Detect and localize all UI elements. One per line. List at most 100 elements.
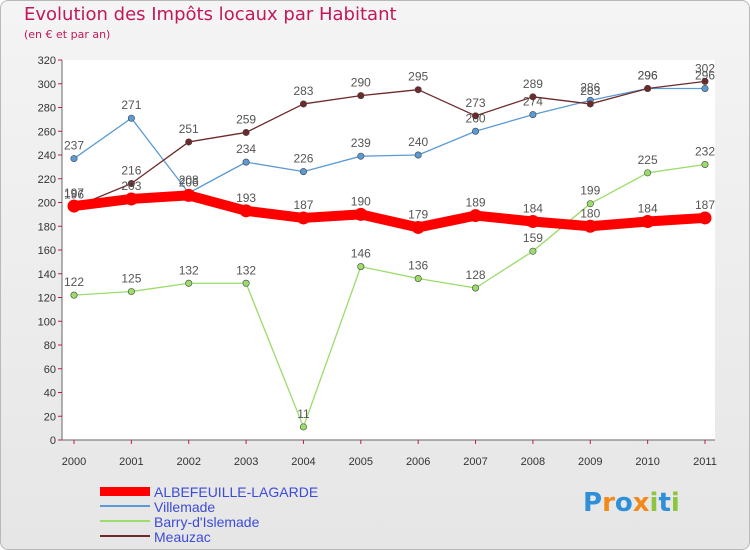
chart-title: Evolution des Impôts locaux par Habitant	[24, 4, 397, 25]
data-point	[185, 279, 193, 287]
y-tick-label: 200	[38, 198, 56, 210]
data-label: 184	[638, 202, 658, 216]
data-point	[644, 85, 652, 93]
data-label: 286	[580, 80, 600, 94]
data-label: 196	[64, 187, 84, 201]
data-point	[411, 220, 425, 234]
data-point	[242, 279, 250, 287]
data-label: 132	[236, 263, 256, 277]
data-point	[296, 211, 310, 225]
y-tick-label: 180	[38, 221, 56, 233]
legend-label: Meauzac	[154, 529, 211, 545]
chart-subtitle: (en € et par an)	[24, 28, 111, 41]
legend-label: Barry-d'Islemade	[154, 514, 260, 530]
data-point	[70, 155, 78, 163]
data-point	[239, 204, 253, 218]
x-tick-label: 2004	[291, 456, 315, 468]
data-label: 184	[523, 202, 543, 216]
y-tick-label: 280	[38, 103, 56, 115]
data-label: 190	[351, 194, 371, 208]
x-tick-label: 2000	[62, 456, 86, 468]
data-label: 197	[64, 186, 84, 200]
data-label: 273	[466, 96, 486, 110]
data-point	[354, 207, 368, 221]
data-point	[127, 288, 135, 296]
data-point	[472, 127, 480, 135]
data-point	[472, 284, 480, 292]
y-tick-label: 100	[38, 316, 56, 328]
series-3: 122 125 132 132 11 146 136 128 159 199 225 232	[64, 145, 715, 431]
data-label: 128	[466, 268, 486, 282]
y-tick-label: 140	[38, 269, 56, 281]
data-point	[299, 100, 307, 108]
series-2: 237271208234226239240260274286296296	[64, 69, 715, 197]
data-point	[701, 161, 709, 169]
y-tick-label: 320	[38, 55, 56, 67]
data-point	[469, 209, 483, 223]
data-point	[357, 263, 365, 271]
data-label: 271	[121, 98, 141, 112]
data-label: 146	[351, 247, 371, 261]
data-label: 296	[638, 69, 658, 83]
data-point	[67, 199, 81, 213]
data-label: 199	[580, 184, 600, 198]
series-line	[73, 80, 706, 208]
series-line	[69, 190, 710, 233]
logo-letter: x	[632, 488, 650, 518]
series-line	[73, 87, 706, 194]
y-tick-label: 40	[44, 388, 56, 400]
data-label: 259	[236, 112, 256, 126]
data-point	[414, 274, 422, 282]
data-point	[529, 247, 537, 255]
data-point	[586, 100, 594, 108]
data-point	[124, 192, 138, 206]
data-point	[357, 92, 365, 100]
y-tick-label: 20	[44, 411, 56, 423]
data-point	[182, 188, 196, 202]
legend-label: Villemade	[154, 499, 216, 515]
line-chart: 0 20 40 60 80 100 120 140 160 180 200 220 240 260 280 3…	[38, 55, 717, 468]
legend-swatch	[100, 520, 150, 522]
y-tick-label: 120	[38, 293, 56, 305]
data-label: 225	[638, 153, 658, 167]
x-tick-label: 2005	[349, 456, 373, 468]
y-tick-label: 160	[38, 245, 56, 257]
data-label: 295	[408, 70, 428, 84]
x-tick-label: 2001	[119, 456, 143, 468]
data-label: 206	[179, 175, 199, 189]
data-point	[701, 85, 709, 93]
legend-label: ALBEFEUILLE-LAGARDE	[154, 484, 319, 500]
legend-swatch	[100, 486, 150, 496]
data-label: 11	[297, 407, 310, 421]
x-tick-label: 2003	[234, 456, 258, 468]
data-label: 132	[179, 263, 199, 277]
data-label: 234	[236, 142, 256, 156]
data-label: 193	[236, 191, 256, 205]
y-tick-label: 240	[38, 150, 56, 162]
data-label: 296	[695, 69, 715, 83]
data-point	[472, 112, 480, 120]
data-point	[529, 111, 537, 119]
series-1: 197 203 206 193 187 190 179 189 184 180 184 187	[64, 175, 715, 234]
x-tick-label: 2011	[693, 456, 717, 468]
data-point	[70, 291, 78, 299]
logo-letter: o	[614, 488, 633, 518]
data-label: 179	[408, 207, 428, 221]
data-point	[529, 93, 537, 101]
data-point	[357, 152, 365, 160]
logo-letter: i	[649, 488, 659, 518]
y-tick-label: 0	[50, 435, 56, 447]
data-point	[127, 114, 135, 122]
logo-letter: P	[583, 488, 603, 518]
x-tick-label: 2007	[463, 456, 487, 468]
data-label: 189	[466, 196, 486, 210]
data-label: 283	[293, 84, 313, 98]
data-point	[586, 200, 594, 208]
logo-letter: t	[658, 488, 671, 518]
data-label: 237	[64, 139, 84, 153]
data-point	[242, 128, 250, 136]
x-tick-label: 2006	[406, 456, 430, 468]
data-point	[701, 77, 709, 85]
data-label: 187	[695, 198, 715, 212]
data-point	[698, 211, 712, 225]
